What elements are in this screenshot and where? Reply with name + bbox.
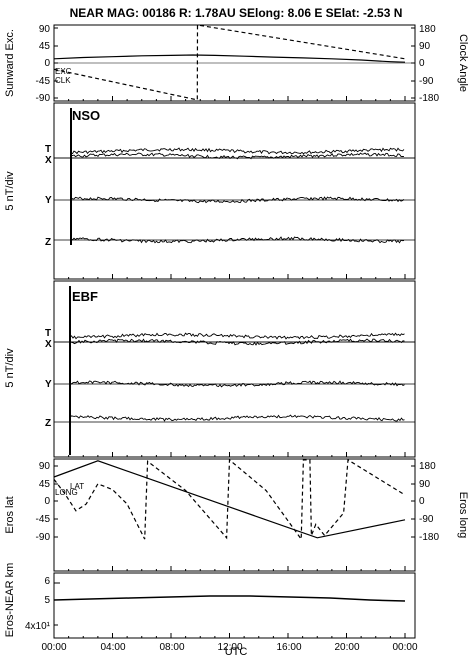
p2-comp-z: Z (45, 237, 51, 248)
p2-comp-y: Y (45, 195, 52, 206)
x-axis-label: UTC (225, 646, 248, 656)
p5-tick: 6 (44, 576, 50, 587)
x-tick-label: 00:00 (41, 642, 66, 653)
p5-tick-marks (54, 582, 60, 626)
p2-ylabel: 5 nT/div (4, 171, 16, 211)
trace-x (70, 152, 405, 160)
plot-title: NEAR MAG: 00186 R: 1.78AU SElong: 8.06 E… (70, 6, 403, 20)
p1-right-tick: -180 (419, 93, 439, 104)
p1-left-tick: -90 (36, 93, 51, 104)
trace-t (71, 147, 405, 155)
p4-right-tick: -90 (419, 514, 434, 525)
p4-right-tick: 90 (419, 479, 431, 490)
panel-2-frame (53, 102, 416, 280)
p4-left-tick: 45 (39, 479, 51, 490)
p2-traces-group (54, 108, 415, 245)
p4-right-label: Eros long (457, 492, 469, 538)
x-tick-label: 08:00 (159, 642, 184, 653)
series-clk-line (53, 24, 406, 101)
p5-tick: 4x10¹ (25, 621, 51, 632)
p2-comp-t: T (45, 144, 51, 155)
p4-left-tick: -45 (36, 514, 51, 525)
series-exc-line (53, 54, 406, 63)
p4-left-tick: 0 (44, 496, 50, 507)
p1-right-tick: -90 (419, 76, 434, 87)
trace-y (70, 196, 405, 204)
panel-4-frame (53, 458, 416, 572)
p1-tick-marks (54, 27, 415, 99)
p3-comp-y: Y (45, 379, 52, 390)
p2-comp-x: X (45, 155, 52, 166)
p1-legend-clk: CLK (55, 76, 71, 85)
p4-legend-long: LONG (55, 488, 78, 497)
p1-right-label: Clock Angle (457, 34, 469, 92)
p1-left-tick: 45 (39, 41, 51, 52)
p1-right-tick: 90 (419, 41, 431, 52)
p2-name: NSO (72, 108, 100, 123)
p3-comp-z: Z (45, 418, 51, 429)
p1-left-tick: 90 (39, 24, 51, 35)
p5-tick: 5 (44, 595, 50, 606)
p4-right-tick: 0 (419, 496, 425, 507)
p3-traces-group (54, 286, 415, 455)
p4-legend-lat: LAT (70, 482, 84, 491)
trace-z (70, 236, 405, 244)
p1-right-tick: 0 (419, 58, 425, 69)
x-tick-label: 00:00 (392, 642, 417, 653)
p5-distance-trace (53, 595, 406, 602)
p4-right-tick: 180 (419, 461, 436, 472)
p1-series-group (53, 24, 406, 101)
x-tick-label: 20:00 (334, 642, 359, 653)
p1-left-label: Sunward Exc. (4, 29, 16, 97)
p4-tick-marks (54, 465, 415, 538)
p4-left-tick: 90 (39, 461, 51, 472)
p3-comp-x: X (45, 339, 52, 350)
x-axis-ticks (53, 96, 406, 638)
p4-right-tick: -180 (419, 532, 439, 543)
p1-left-tick: 0 (44, 58, 50, 69)
trace-z (69, 414, 405, 422)
trace-x (69, 338, 405, 346)
p1-left-tick: -45 (36, 76, 51, 87)
p3-ylabel: 5 nT/div (4, 348, 16, 388)
p4-left-label: Eros lat (4, 496, 16, 533)
panel-3-frame (53, 280, 416, 458)
trace-t (69, 332, 405, 340)
x-tick-label: 12:00 (217, 642, 242, 653)
x-tick-label: 16:00 (276, 642, 301, 653)
p4-left-tick: -90 (36, 532, 51, 543)
p4-series-group (53, 458, 406, 541)
x-tick-label: 04:00 (100, 642, 125, 653)
series-long-line (53, 460, 406, 539)
p3-name: EBF (72, 289, 98, 304)
panel-5-frame (53, 572, 416, 639)
p5-left-label: Eros-NEAR km (4, 563, 16, 638)
p3-comp-t: T (45, 328, 51, 339)
p1-right-tick: 180 (419, 24, 436, 35)
trace-y (69, 380, 405, 388)
series-lat-line (53, 458, 406, 541)
